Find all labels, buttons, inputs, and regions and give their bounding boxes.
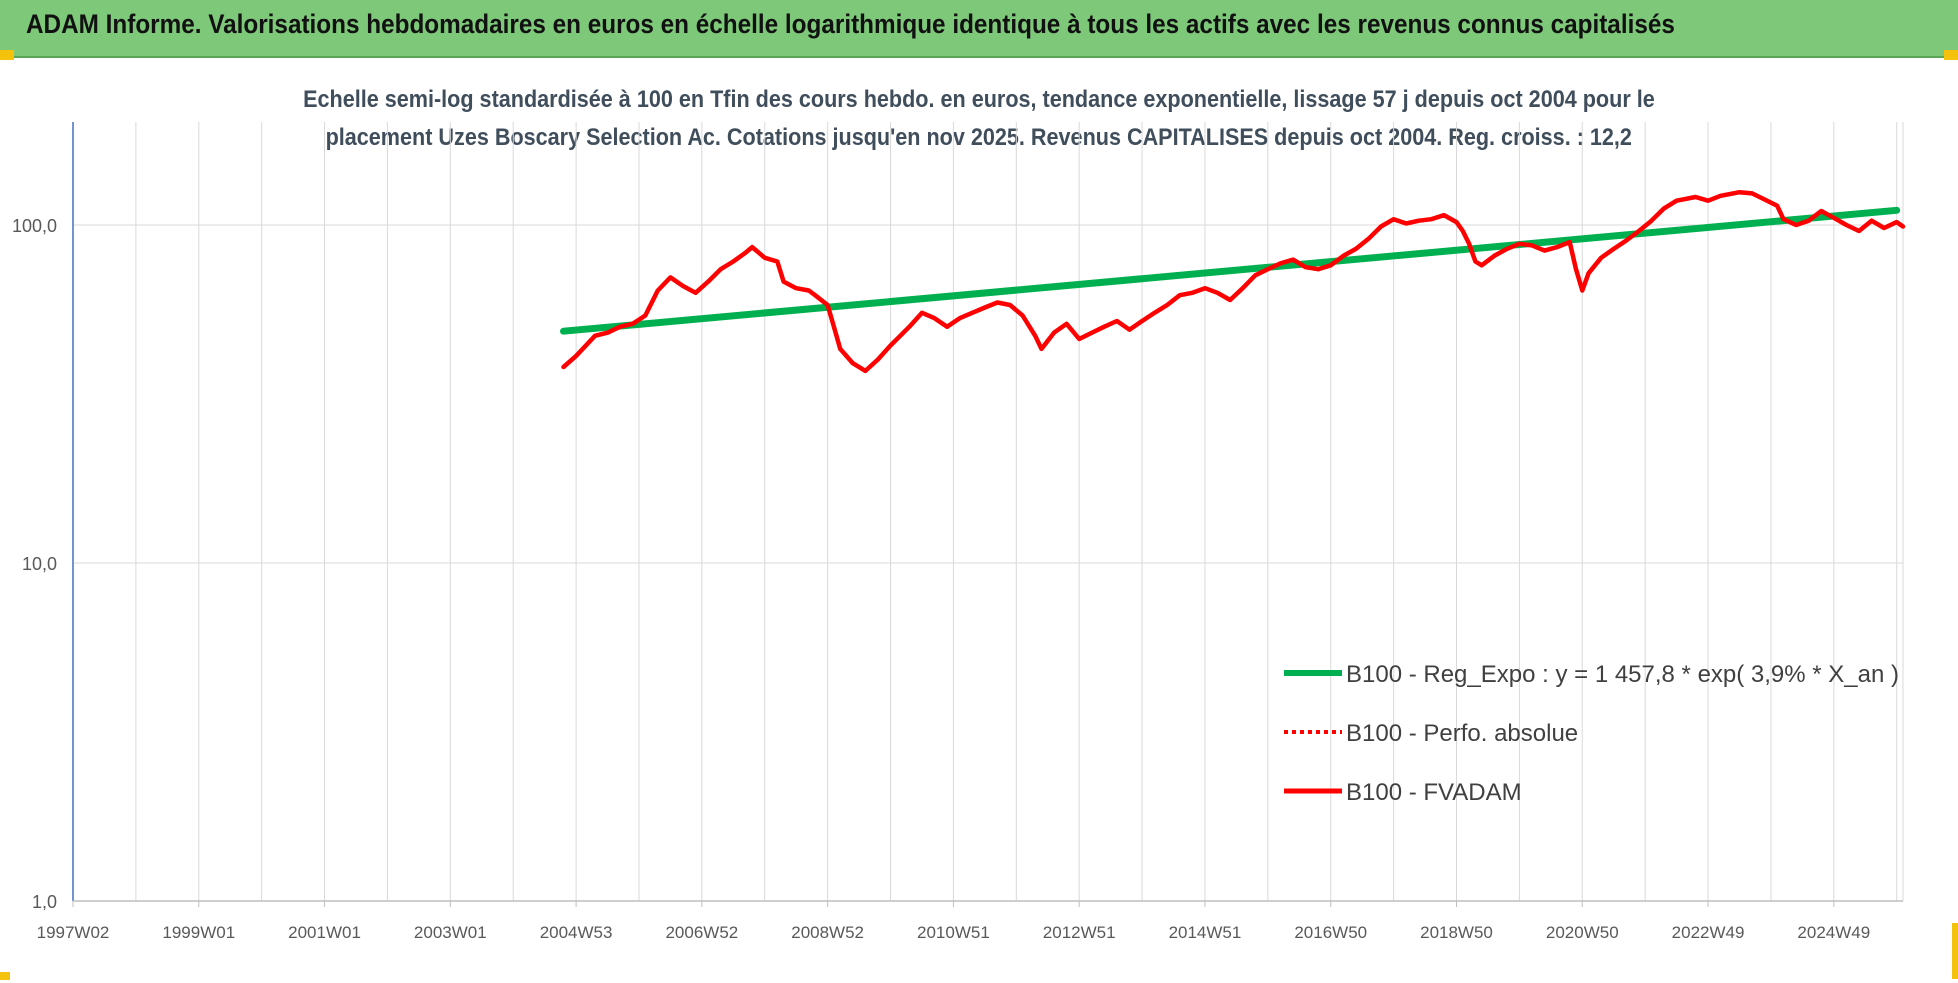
corner-marker-top-right	[1944, 50, 1958, 60]
corner-marker-top-left	[0, 50, 14, 60]
report-title: ADAM Informe. Valorisations hebdomadaire…	[26, 9, 1675, 39]
corner-marker-bottom-right	[1952, 923, 1958, 979]
chart-title-line-1: Echelle semi-log standardisée à 100 en T…	[0, 86, 1958, 114]
chart-title-line-1-text: Echelle semi-log standardisée à 100 en T…	[303, 86, 1655, 113]
corner-marker-bottom-left	[0, 972, 10, 980]
title-banner: ADAM Informe. Valorisations hebdomadaire…	[0, 0, 1958, 58]
chart-title-line-2: placement Uzes Boscary Selection Ac. Cot…	[0, 124, 1958, 152]
chart-area	[0, 58, 1958, 983]
chart-title-line-2-text: placement Uzes Boscary Selection Ac. Cot…	[325, 124, 1633, 151]
